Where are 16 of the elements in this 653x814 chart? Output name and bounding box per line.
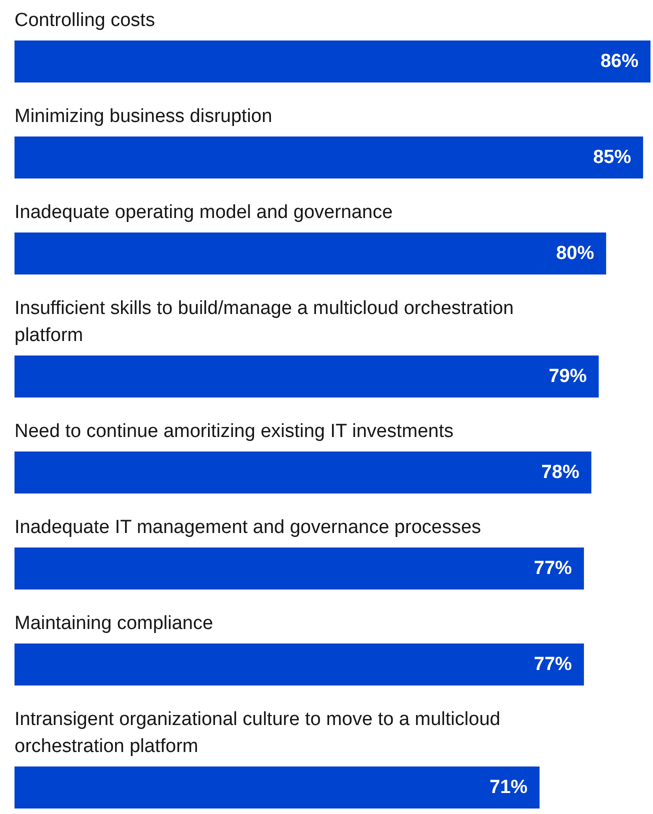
data-label: 77% — [534, 654, 572, 675]
y-tick-label: Controlling costs — [14, 10, 155, 31]
y-tick-label: Minimizing business disruption — [14, 106, 272, 127]
y-tick-label: Insufficient skills to build/manage a multicloud orchestration platform — [14, 298, 514, 346]
data-label: 80% — [556, 243, 594, 264]
data-label: 85% — [593, 147, 632, 168]
y-tick-label: Inadequate operating model and governance — [14, 202, 393, 223]
y-tick-label: Intransigent organizational culture to move to a multicloud orchestration platform — [14, 709, 500, 757]
data-label: 71% — [490, 777, 528, 798]
y-tick-label: Need to continue amoritizing existing IT investments — [14, 421, 454, 442]
y-tick-label: Inadequate IT management and governance processes — [14, 517, 482, 538]
data-label: 86% — [600, 51, 639, 72]
data-label: 77% — [534, 558, 572, 579]
y-tick-label: Maintaining compliance — [14, 613, 214, 634]
data-label: 78% — [541, 462, 580, 483]
data-label: 79% — [548, 366, 587, 387]
